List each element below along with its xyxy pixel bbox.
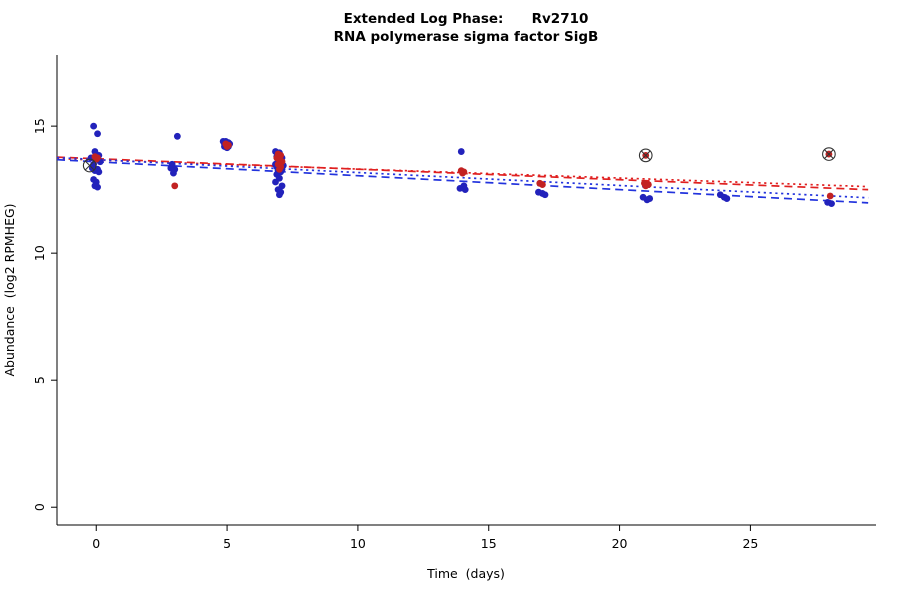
y-tick-label: 0 (32, 503, 47, 511)
data-point-blue-points (457, 148, 465, 155)
data-point-red-points (171, 182, 179, 190)
circle-cross-marker (824, 149, 834, 159)
x-tick-label: 15 (481, 536, 497, 551)
data-point-red-points (459, 169, 466, 177)
data-point-red-points (538, 181, 546, 188)
data-point-blue-points (170, 169, 177, 177)
data-point-blue-points (541, 191, 549, 199)
y-tick-label: 5 (32, 376, 47, 384)
axes: 0 5 10 15 20 25 0 5 10 15 (32, 55, 876, 551)
data-point-red-points (642, 182, 650, 190)
chart-subtitle: RNA polymerase sigma factor SigB (334, 29, 599, 45)
data-point-blue-points (173, 132, 181, 140)
red-dotted-fit (56, 157, 869, 188)
marked-points (82, 147, 836, 173)
x-tick-label: 25 (742, 536, 758, 551)
y-tick-label: 10 (32, 245, 47, 261)
data-point-blue-points (95, 168, 103, 176)
data-point-blue-points (646, 195, 654, 202)
y-tick-label: 15 (32, 118, 47, 134)
x-tick-label: 10 (350, 536, 366, 551)
circle-cross-marker (822, 147, 836, 161)
circle-cross-marker (84, 160, 95, 171)
circle-cross-marker (82, 158, 97, 173)
data-point-blue-points (723, 195, 731, 202)
x-tick-label: 0 (92, 536, 100, 551)
data-point-blue-points (94, 130, 101, 138)
blue-dotted-fit (56, 156, 869, 199)
data-point-blue-points (272, 178, 279, 186)
data-point-red-points (276, 165, 283, 173)
data-point-blue-points (90, 122, 98, 130)
trend-lines (56, 156, 869, 204)
chart-title: Extended Log Phase: Rv2710 (344, 11, 589, 27)
data-point-blue-points (456, 184, 464, 192)
x-tick-label: 20 (612, 536, 628, 551)
data-point-red-points (223, 143, 231, 150)
data-point-blue-points (461, 186, 469, 194)
data-points (87, 122, 835, 208)
x-axis-label: Time (days) (426, 566, 505, 581)
data-point-red-points (826, 192, 834, 200)
data-point-blue-points (94, 183, 101, 191)
data-point-blue-points (276, 191, 283, 199)
circle-cross-marker (638, 148, 653, 163)
x-tick-label: 5 (223, 536, 231, 551)
data-point-blue-points (828, 200, 835, 208)
y-axis-label: Abundance (log2 RPMHEG) (2, 203, 17, 376)
blue-dashed-fit (56, 158, 869, 204)
circle-cross-marker (640, 150, 651, 161)
